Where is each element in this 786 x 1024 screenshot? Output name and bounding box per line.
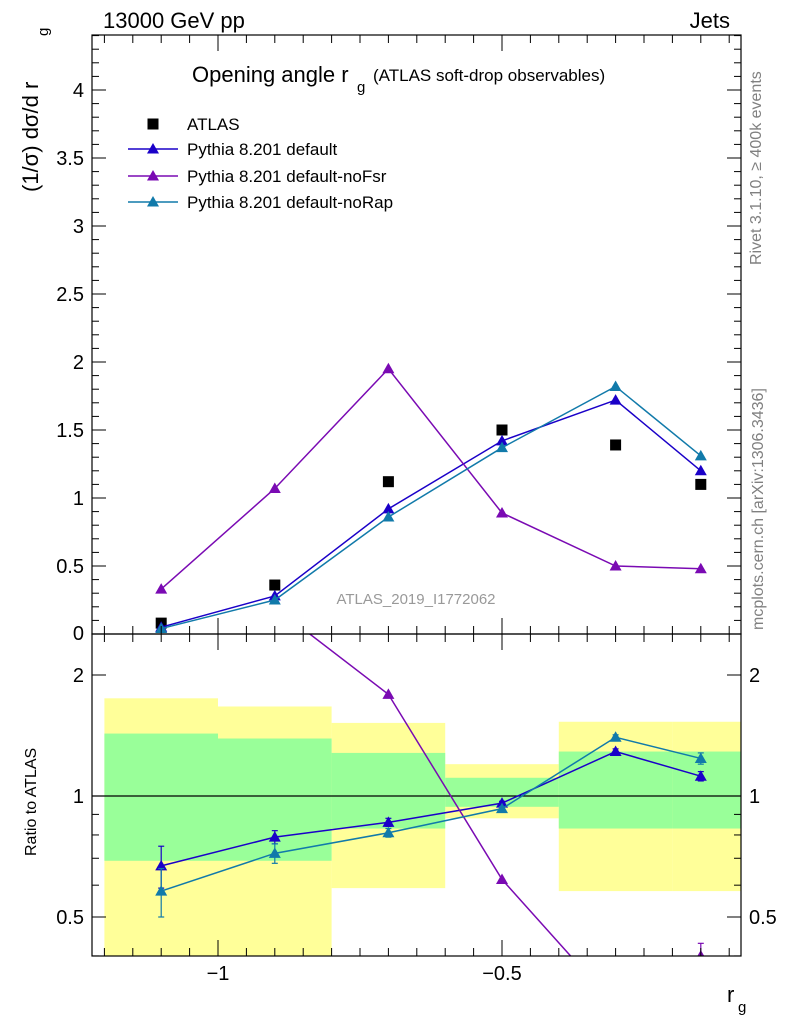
ratio-point [382, 826, 395, 838]
header-energy: 13000 GeV pp [103, 8, 245, 33]
legend-entry-2: Pythia 8.201 default-noFsr [128, 167, 387, 186]
mcplots-label: mcplots.cern.ch [arXiv:1306.3436] [750, 388, 767, 630]
rivet-label: Rivet 3.1.10, ≥ 400k events [748, 71, 765, 265]
ratio-point [496, 802, 508, 814]
main-ylabel: (1/σ) dσ/d r g [18, 28, 52, 192]
main-ylabel-text: (1/σ) dσ/d r [18, 82, 43, 192]
main-point [155, 583, 168, 594]
ratio-ytick-label-right: 1 [749, 786, 760, 808]
atlas-point [496, 424, 508, 436]
ratio-ytick-label-left: 2 [73, 665, 84, 687]
plot-title: Opening angle r g (ATLAS soft-drop obser… [192, 62, 605, 96]
main-ytick-label: 3 [73, 216, 84, 238]
ratio-series [155, 544, 707, 1011]
title-main: Opening angle r [192, 62, 349, 87]
main-point [694, 449, 707, 461]
band-green-4 [558, 751, 673, 829]
main-point [609, 380, 622, 391]
band-green-0 [104, 733, 218, 861]
legend-marker [147, 143, 159, 154]
main-ytick-label: 0.5 [56, 556, 84, 578]
main-point [496, 434, 508, 446]
main-ytick-label: 1 [73, 488, 84, 510]
ratio-series-2 [155, 731, 707, 918]
ratio-point [496, 873, 508, 884]
ratio-bands [104, 698, 741, 956]
main-point [496, 441, 508, 453]
ratio-point [382, 816, 395, 827]
xlabel-sub: g [738, 999, 746, 1016]
ratio-ytick-label-right: 0.5 [749, 907, 777, 929]
atlas-point [610, 439, 622, 451]
main-point [694, 464, 707, 476]
main-point [268, 594, 281, 605]
title-extra: (ATLAS soft-drop observables) [373, 66, 605, 85]
ratio-line-2 [160, 736, 701, 892]
legend-entry-1: Pythia 8.201 default [128, 140, 338, 159]
ratio-series-0 [155, 745, 707, 889]
ratio-point [155, 859, 168, 871]
ratio-point [694, 770, 707, 781]
main-point [694, 562, 707, 574]
legend-marker [147, 196, 159, 207]
legend-label: Pythia 8.201 default-noFsr [187, 167, 387, 186]
title-sub: g [357, 79, 365, 96]
main-point [609, 560, 622, 571]
atlas-point [695, 478, 707, 490]
main-ytick-label: 4 [73, 80, 84, 102]
legend-label: Pythia 8.201 default [187, 140, 338, 159]
main-ytick-label: 3.5 [56, 148, 84, 170]
main-ytick-label-zero: 0 [73, 623, 84, 645]
xtick-label: −0.5 [482, 963, 521, 985]
main-ytick-label: 2 [73, 352, 84, 374]
legend-entry-3: Pythia 8.201 default-noRap [128, 193, 393, 212]
analysis-watermark: ATLAS_2019_I1772062 [336, 591, 495, 608]
main-series [155, 362, 707, 634]
header-jets: Jets [690, 8, 730, 33]
band-green-5 [672, 751, 741, 829]
atlas-point [269, 579, 281, 591]
ratio-point [610, 1000, 622, 1011]
main-ytick-label: 1.5 [56, 420, 84, 442]
ratio-point [609, 731, 622, 742]
ratio-point [155, 544, 167, 555]
ratio-point [609, 745, 622, 757]
ratio-point [268, 831, 281, 842]
ratio-point [155, 885, 168, 896]
ratio-ytick-label-right: 2 [749, 665, 760, 687]
legend-marker [147, 170, 159, 181]
legend: ATLAS Pythia 8.201 default Pythia 8.201 de… [128, 115, 393, 212]
main-line-2 [160, 367, 701, 590]
ratio-point [694, 752, 707, 763]
main-point [382, 511, 395, 522]
xtick-label: −1 [207, 963, 230, 985]
ratio-series-1 [155, 544, 705, 1011]
main-ytick-label: 2.5 [56, 284, 84, 306]
atlas-point [382, 476, 394, 488]
legend-label: ATLAS [187, 115, 240, 134]
ratio-ytick-label-left: 1 [73, 786, 84, 808]
main-line-3 [161, 385, 702, 630]
main-point [382, 362, 395, 374]
legend-entry-0: ATLAS [147, 115, 240, 134]
legend-marker [147, 118, 159, 130]
xlabel: r [727, 982, 734, 1007]
main-line-1 [161, 399, 702, 628]
main-point [268, 482, 281, 493]
ratio-ylabel: Ratio to ATLAS [23, 748, 40, 856]
axes: 0.5 1 1.5 2 2.5 3 3.5 4 0 −1 −0.5 0.5 0.5 1 1 2 2 [56, 34, 777, 985]
ratio-point [382, 688, 395, 699]
main-ylabel-sub: g [35, 28, 52, 36]
ratio-line-1 [308, 634, 701, 956]
main-point [382, 502, 395, 514]
legend-label: Pythia 8.201 default-noRap [187, 193, 393, 212]
ratio-point [268, 847, 281, 858]
ratio-line-0 [161, 750, 702, 867]
main-point [496, 506, 508, 518]
main-series-2 [155, 362, 707, 594]
ratio-point [496, 797, 508, 808]
main-point [609, 394, 622, 405]
ratio-ytick-label-left: 0.5 [56, 907, 84, 929]
